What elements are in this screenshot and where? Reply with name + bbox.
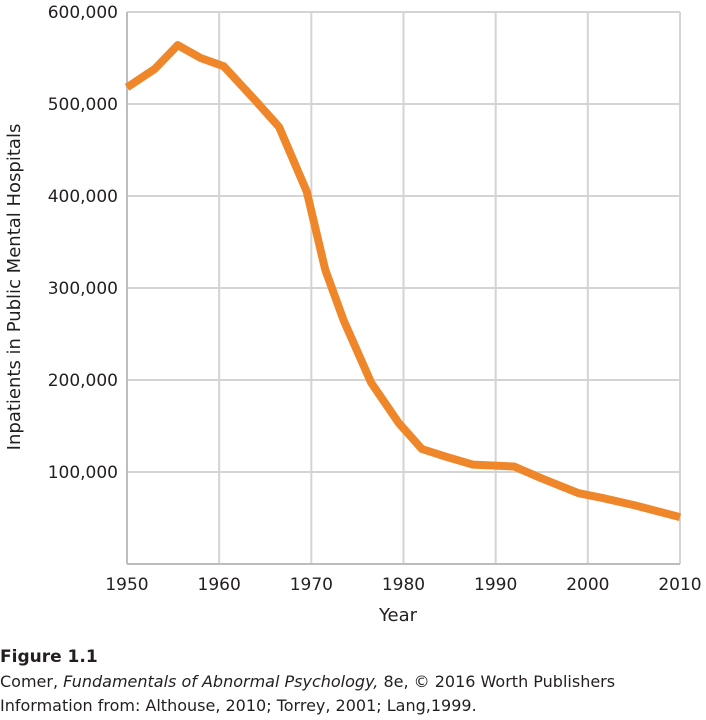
- figure-label: Figure 1.1: [0, 647, 98, 667]
- figure-caption: Figure 1.1 Comer, Fundamentals of Abnorm…: [0, 646, 706, 718]
- x-tick-label: 1990: [474, 575, 517, 595]
- caption-book-title: Fundamentals of Abnormal Psychology,: [63, 672, 379, 691]
- x-tick-label: 2000: [566, 575, 609, 595]
- y-tick-labels: 100,000 200,000 300,000 400,000 500,000 600,0…: [48, 3, 118, 483]
- caption-author: Comer,: [0, 672, 64, 691]
- grid-lines: [126, 11, 681, 565]
- y-tick-label: 100,000: [48, 463, 118, 483]
- inpatients-line-chart: 100,000 200,000 300,000 400,000 500,000 600,0…: [4, 3, 702, 626]
- x-tick-label: 1980: [382, 575, 425, 595]
- y-tick-label: 200,000: [48, 371, 118, 391]
- caption-citation: Comer, Fundamentals of Abnormal Psycholo…: [0, 670, 706, 694]
- series-line-0: [124, 41, 682, 521]
- x-tick-label: 2010: [658, 575, 701, 595]
- x-tick-label: 1960: [198, 575, 241, 595]
- caption-sources: Information from: Althouse, 2010; Torrey…: [0, 696, 477, 715]
- y-tick-label: 300,000: [48, 279, 118, 299]
- y-tick-label: 500,000: [48, 95, 118, 115]
- y-tick-label: 600,000: [48, 3, 118, 23]
- y-tick-label: 400,000: [48, 187, 118, 207]
- x-tick-label: 1970: [290, 575, 333, 595]
- x-tick-labels: 1950 1960 1970 1980 1990 2000 2010: [105, 575, 701, 595]
- caption-edition: 8e, © 2016 Worth Publishers: [378, 672, 616, 691]
- y-axis-title: Inpatients in Public Mental Hospitals: [4, 124, 25, 451]
- x-axis-title: Year: [378, 605, 418, 626]
- x-tick-label: 1950: [105, 575, 148, 595]
- series-lines: [124, 41, 682, 521]
